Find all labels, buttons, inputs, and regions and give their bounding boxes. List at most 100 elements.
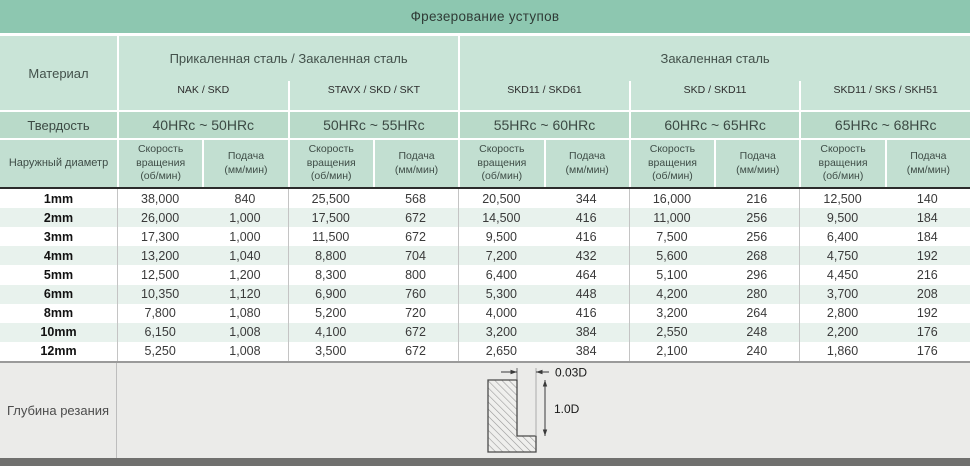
feed-value: 208 <box>916 287 938 302</box>
material-label: Материал <box>28 65 89 81</box>
feed-value: 448 <box>575 287 597 302</box>
feed-value: 672 <box>405 210 426 225</box>
speed-value: 16,000 <box>628 189 714 209</box>
speed-column-label: Скорость вращения (об/мин) <box>117 140 202 187</box>
speed-value: 1,860 <box>799 341 884 361</box>
speed-value: 11,000 <box>628 208 714 228</box>
row-diameter: 6mm <box>43 287 74 302</box>
speed-value: 2,200 <box>799 322 884 342</box>
speed-value: 6,400 <box>799 227 884 247</box>
feed-value: 1,008 <box>229 344 261 359</box>
speed-value: 5,250 <box>117 341 202 361</box>
feed-value: 140 <box>916 191 938 206</box>
feed-column-label: Подача (мм/мин) <box>543 140 629 187</box>
column-header-row: Наружный диаметр Скорость вращения (об/м… <box>0 140 970 189</box>
row-diameter: 12mm <box>40 344 77 359</box>
speed-value: 9,500 <box>799 208 884 228</box>
cutting-depth-section: Глубина резания 0.03D <box>0 361 970 458</box>
hardness-range: 65HRc ~ 68HRc <box>799 112 970 138</box>
feed-value: 800 <box>405 267 426 282</box>
speed-value: 5,100 <box>628 265 714 285</box>
feed-value: 672 <box>405 344 426 359</box>
speed-value: 6,150 <box>117 322 202 342</box>
feed-value: 672 <box>405 229 426 244</box>
speed-value: 13,200 <box>117 246 202 266</box>
table-row: 12mm 5,250 1,008 3,500 672 2,650 384 2,1… <box>0 341 970 361</box>
step-diagram: 0.03D 1.0D <box>487 366 587 453</box>
material-group-2: Закаленная сталь <box>458 36 970 81</box>
row-diameter: 8mm <box>43 306 74 321</box>
feed-value: 296 <box>746 267 768 282</box>
table-row: 4mm 13,200 1,040 8,800 704 7,200 432 5,6… <box>0 246 970 266</box>
speed-value: 7,800 <box>117 303 202 323</box>
hardness-row: Твердость 40HRc ~ 50HRc 50HRc ~ 55HRc 55… <box>0 112 970 138</box>
row-diameter: 2mm <box>43 210 74 225</box>
speed-value: 5,300 <box>458 284 543 304</box>
speed-value: 17,300 <box>117 227 202 247</box>
feed-column-label: Подача (мм/мин) <box>372 140 458 187</box>
speed-value: 3,500 <box>287 341 373 361</box>
feed-value: 384 <box>575 325 597 340</box>
feed-column-label: Подача (мм/мин) <box>884 140 970 187</box>
hardness-range: 40HRc ~ 50HRc <box>117 112 288 138</box>
speed-value: 11,500 <box>287 227 373 247</box>
feed-value: 1,200 <box>229 267 261 282</box>
speed-value: 2,800 <box>799 303 884 323</box>
feed-value: 416 <box>575 229 597 244</box>
speed-value: 2,550 <box>628 322 714 342</box>
feed-value: 264 <box>746 306 768 321</box>
feed-value: 568 <box>405 191 426 206</box>
grade-label: STAVX / SKD / SKT <box>287 81 459 110</box>
row-diameter: 4mm <box>43 248 74 263</box>
grade-label: SKD11 / SKD61 <box>458 81 629 110</box>
table-row: 5mm 12,500 1,200 8,300 800 6,400 464 5,1… <box>0 265 970 285</box>
speed-value: 7,200 <box>458 246 543 266</box>
speed-value: 20,500 <box>458 189 543 209</box>
feed-value: 192 <box>916 248 938 263</box>
feed-value: 184 <box>916 229 938 244</box>
footer-bar <box>0 458 970 466</box>
speed-value: 2,650 <box>458 341 543 361</box>
feed-value: 280 <box>746 287 768 302</box>
table-row: 6mm 10,350 1,120 6,900 760 5,300 448 4,2… <box>0 284 970 304</box>
feed-value: 384 <box>575 344 597 359</box>
speed-column-label: Скорость вращения (об/мин) <box>458 140 543 187</box>
diameter-column-label: Наружный диаметр <box>8 157 109 170</box>
feed-value: 216 <box>916 267 938 282</box>
speed-value: 10,350 <box>117 284 202 304</box>
table-row: 1mm 38,000 840 25,500 568 20,500 344 16,… <box>0 189 970 209</box>
table-title-bar: Фрезерование уступов <box>0 0 970 33</box>
speed-value: 5,600 <box>628 246 714 266</box>
table-row: 3mm 17,300 1,000 11,500 672 9,500 416 7,… <box>0 227 970 247</box>
speed-value: 8,800 <box>287 246 373 266</box>
feed-value: 1,080 <box>229 306 261 321</box>
hardness-range: 50HRc ~ 55HRc <box>287 112 459 138</box>
speed-value: 25,500 <box>287 189 373 209</box>
depth-dimension-label: 1.0D <box>554 402 580 416</box>
hardness-range: 60HRc ~ 65HRc <box>628 112 800 138</box>
feed-value: 1,000 <box>229 210 261 225</box>
speed-column-label: Скорость вращения (об/мин) <box>799 140 884 187</box>
feed-value: 760 <box>405 287 426 302</box>
speed-value: 7,500 <box>628 227 714 247</box>
feed-value: 176 <box>916 344 938 359</box>
feed-value: 256 <box>746 229 768 244</box>
workpiece-shape <box>487 379 537 453</box>
speed-value: 14,500 <box>458 208 543 228</box>
speed-value: 4,100 <box>287 322 373 342</box>
hardness-label: Твердость <box>27 117 90 133</box>
material-group-1: Прикаленная сталь / Закаленная сталь <box>117 36 458 81</box>
feed-value: 432 <box>575 248 597 263</box>
speed-value: 26,000 <box>117 208 202 228</box>
speed-column-label: Скорость вращения (об/мин) <box>287 140 373 187</box>
speed-value: 8,300 <box>287 265 373 285</box>
row-diameter: 3mm <box>43 229 74 244</box>
speed-value: 4,200 <box>628 284 714 304</box>
feed-value: 1,120 <box>229 287 261 302</box>
cutting-depth-label: Глубина резания <box>0 363 117 458</box>
hardness-range: 55HRc ~ 60HRc <box>458 112 629 138</box>
speed-value: 38,000 <box>117 189 202 209</box>
feed-value: 344 <box>575 191 597 206</box>
feed-column-label: Подача (мм/мин) <box>714 140 799 187</box>
